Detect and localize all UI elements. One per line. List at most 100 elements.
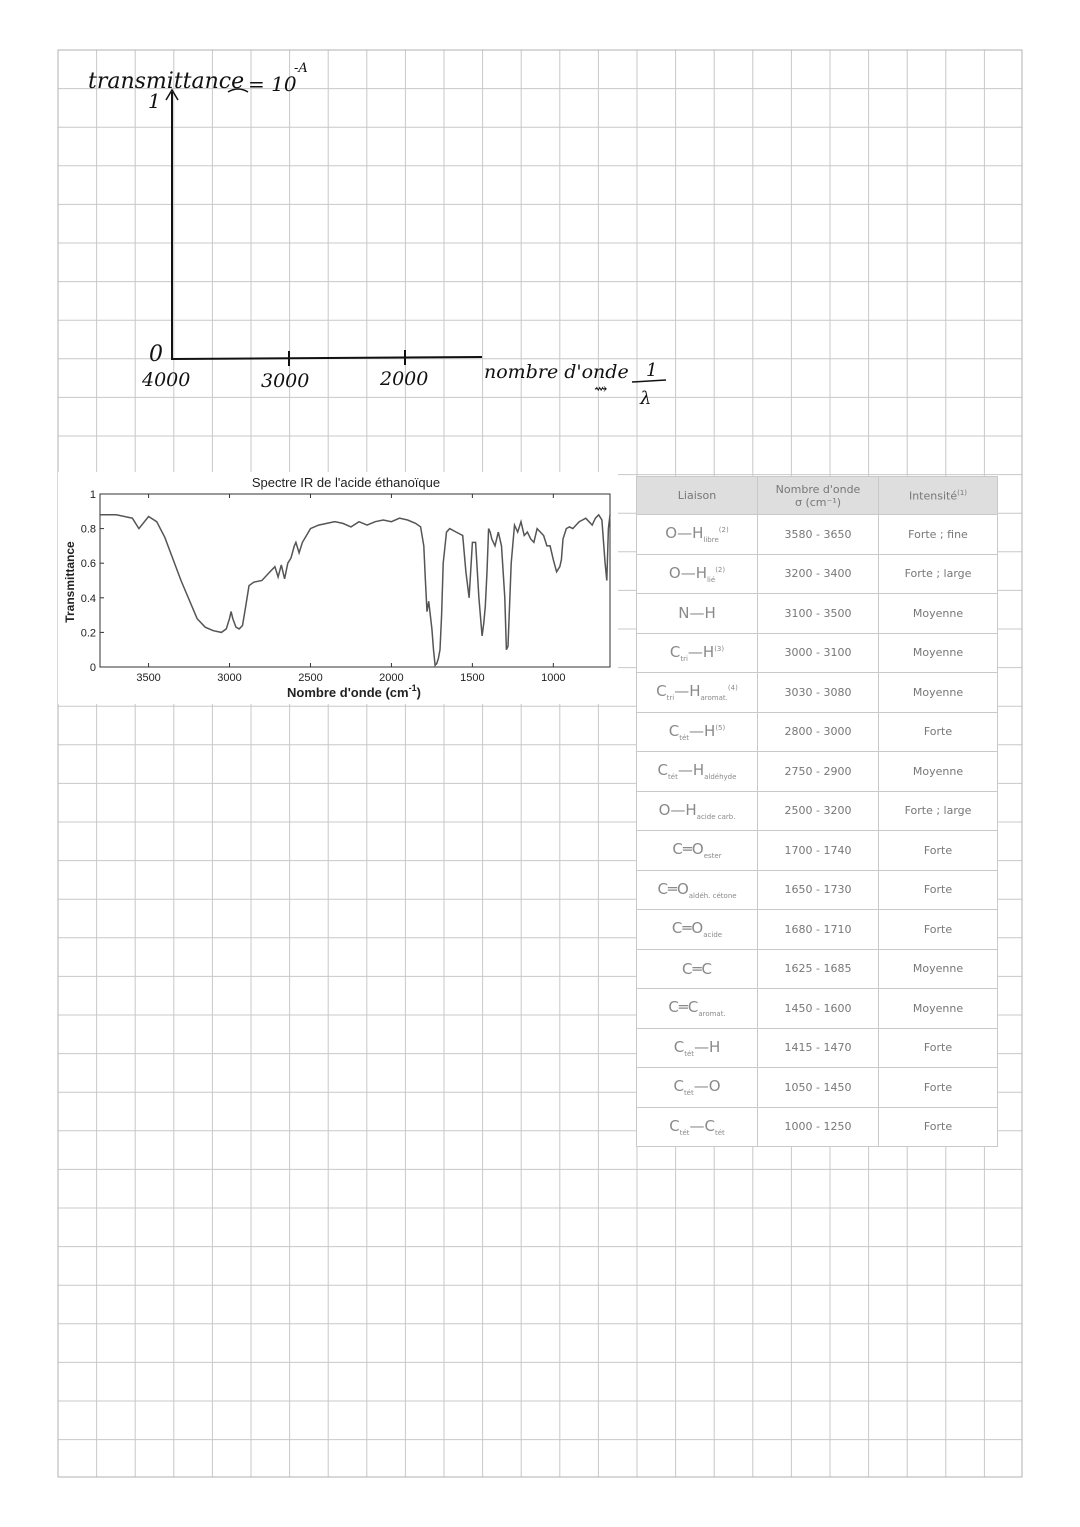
bond-sub-a: tét bbox=[668, 773, 678, 782]
bond-atom-b: H bbox=[692, 761, 705, 780]
table-row: C═Oester 1700 - 1740 Forte bbox=[636, 830, 998, 871]
table-row: Ctét—O 1050 - 1450 Forte bbox=[636, 1067, 998, 1108]
spectrum-line bbox=[100, 513, 611, 668]
sketch-y-top-value: 1 bbox=[148, 89, 161, 113]
table-row: Ctét—H 1415 - 1470 Forte bbox=[636, 1027, 998, 1068]
bond-link: ═ bbox=[667, 879, 677, 898]
x-tick-label: 3500 bbox=[136, 672, 160, 684]
table-row: Ctét—Haldéhyde 2750 - 2900 Moyenne bbox=[636, 751, 998, 792]
bond-atom-a: O bbox=[665, 524, 678, 543]
intensity-cell: Forte bbox=[878, 1027, 998, 1068]
ir-spectrum-chart: Spectre IR de l'acide éthanoïque 0 0.2 0.4… bbox=[63, 475, 611, 700]
bond-link: — bbox=[693, 1077, 709, 1096]
bond-note: (3) bbox=[714, 644, 725, 653]
bond-link: — bbox=[677, 524, 693, 543]
table-row: Ctri—Haromat.(4) 3030 - 3080 Moyenne bbox=[636, 672, 998, 713]
bond-atom-a: C bbox=[669, 1116, 680, 1135]
wavenumber-cell: 2750 - 2900 bbox=[757, 751, 879, 792]
sketch-y-note-exponent: -A bbox=[294, 61, 308, 76]
sketch-y-arrow bbox=[165, 88, 179, 101]
bond-sub-b: acide carb. bbox=[696, 812, 736, 821]
bond-sub-b: ester bbox=[703, 852, 722, 861]
x-tick-label: 1500 bbox=[460, 672, 484, 684]
table-row: C═Oaldéh. cétone 1650 - 1730 Forte bbox=[636, 869, 998, 910]
wavenumber-cell: 1000 - 1250 bbox=[757, 1106, 879, 1147]
y-tick-label: 0.2 bbox=[81, 627, 96, 639]
bond-cell: N—H bbox=[636, 593, 758, 634]
table-body: O—Hlibre(2) 3580 - 3650 Forte ; fine O—Hlié… bbox=[636, 514, 998, 1147]
bond-cell: O—Hlibre(2) bbox=[636, 514, 758, 555]
wavenumber-cell: 1450 - 1600 bbox=[757, 988, 879, 1029]
wavenumber-cell: 3100 - 3500 bbox=[757, 593, 879, 634]
bond-cell: C═Oester bbox=[636, 830, 758, 871]
table-row: Ctét—H(5) 2800 - 3000 Forte bbox=[636, 711, 998, 752]
sketch-approx-arrow bbox=[227, 88, 249, 93]
header-bond: Liaison bbox=[636, 476, 758, 515]
y-axis-label: Transmittance bbox=[63, 541, 77, 623]
wavenumber-cell: 1680 - 1710 bbox=[757, 909, 879, 950]
header-wavenumber: Nombre d'onde σ (cm⁻¹) bbox=[757, 476, 879, 515]
bond-cell: Ctét—Ctét bbox=[636, 1106, 758, 1147]
bond-sub-a: tét bbox=[684, 1049, 694, 1058]
table-row: O—Hlibre(2) 3580 - 3650 Forte ; fine bbox=[636, 514, 998, 555]
wavenumber-cell: 3580 - 3650 bbox=[757, 514, 879, 555]
wavenumber-cell: 1050 - 1450 bbox=[757, 1067, 879, 1108]
x-tick-label: 3000 bbox=[217, 672, 241, 684]
hand-sketch-axes: transmittance = 10 -A 1 0 4000 3000 2000… bbox=[88, 61, 667, 409]
bond-cell: C═Caromat. bbox=[636, 988, 758, 1029]
bond-atom-a: C bbox=[657, 761, 669, 780]
bond-cell: Ctét—O bbox=[636, 1067, 758, 1108]
intensity-cell: Moyenne bbox=[878, 948, 998, 989]
intensity-cell: Forte ; large bbox=[878, 790, 998, 831]
bond-atom-b: H bbox=[695, 563, 707, 582]
bond-atom-b: H bbox=[702, 642, 715, 661]
bond-atom-b: H bbox=[704, 604, 716, 623]
intensity-cell: Moyenne bbox=[878, 751, 998, 792]
bond-cell: Ctri—H(3) bbox=[636, 632, 758, 673]
header-intensity: Intensité(1) bbox=[878, 476, 998, 515]
bond-atom-b: H bbox=[689, 682, 701, 701]
y-tick-label: 0.4 bbox=[81, 593, 96, 605]
bond-atom-b: C bbox=[704, 1116, 715, 1135]
ir-bond-table: Liaison Nombre d'onde σ (cm⁻¹) Intensité(… bbox=[636, 476, 998, 1147]
intensity-cell: Moyenne bbox=[878, 632, 998, 673]
bond-sub-b: aromat. bbox=[700, 694, 728, 703]
intensity-cell: Moyenne bbox=[878, 672, 998, 713]
bond-sub-b: tét bbox=[714, 1128, 725, 1137]
bond-atom-b: H bbox=[692, 524, 704, 543]
sketch-y-note: = 10 bbox=[248, 72, 297, 96]
sketch-tick-label-2000: 2000 bbox=[379, 368, 428, 390]
bond-atom-a: O bbox=[658, 800, 671, 819]
table-row: O—Hacide carb. 2500 - 3200 Forte ; large bbox=[636, 790, 998, 831]
intensity-cell: Forte bbox=[878, 1106, 998, 1147]
table-row: N—H 3100 - 3500 Moyenne bbox=[636, 593, 998, 634]
table-row: Ctét—Ctét 1000 - 1250 Forte bbox=[636, 1106, 998, 1147]
bond-atom-a: C bbox=[673, 1077, 684, 1096]
header-intensity-note: (1) bbox=[957, 488, 968, 497]
bond-link: ═ bbox=[692, 959, 702, 978]
sketch-fraction-denominator: λ bbox=[639, 388, 651, 409]
bond-cell: C═C bbox=[636, 948, 758, 989]
bond-atom-b: O bbox=[708, 1077, 721, 1096]
intensity-cell: Forte bbox=[878, 1067, 998, 1108]
bond-sub-a: tét bbox=[679, 1128, 690, 1137]
chart-title: Spectre IR de l'acide éthanoïque bbox=[252, 475, 440, 490]
bond-link: — bbox=[689, 604, 705, 623]
bond-sub-a: tét bbox=[683, 1089, 694, 1098]
wavenumber-cell: 1625 - 1685 bbox=[757, 948, 879, 989]
header-wavenumber-line2: σ (cm⁻¹) bbox=[794, 495, 842, 509]
bond-sub-b: lié bbox=[706, 575, 716, 584]
wavenumber-cell: 1650 - 1730 bbox=[757, 869, 879, 910]
bond-cell: Ctét—H(5) bbox=[636, 711, 758, 752]
x-axis-label-end: ) bbox=[417, 685, 421, 700]
bond-link: ═ bbox=[682, 840, 692, 859]
intensity-cell: Forte bbox=[878, 869, 998, 910]
bond-link: — bbox=[694, 1037, 709, 1056]
bond-note: (2) bbox=[715, 565, 726, 574]
bond-sub-b: libre bbox=[703, 536, 719, 545]
bond-atom-a: N bbox=[678, 604, 690, 623]
bond-atom-b: H bbox=[685, 800, 697, 819]
ir-spectrum-panel: Spectre IR de l'acide éthanoïque 0 0.2 0.4… bbox=[58, 472, 618, 704]
bond-atom-a: O bbox=[668, 563, 681, 582]
bond-link: — bbox=[677, 761, 693, 780]
